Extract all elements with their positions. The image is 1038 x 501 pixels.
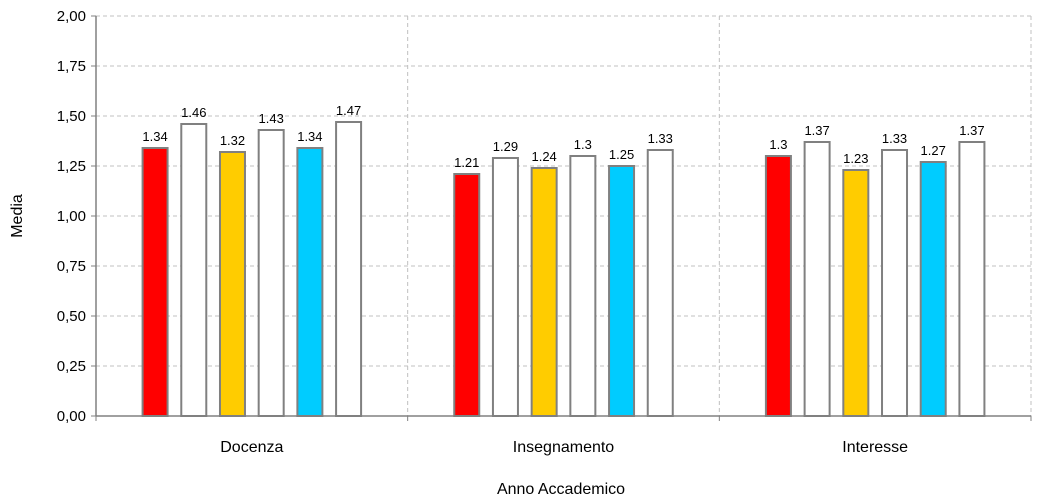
bar [842, 169, 870, 417]
data-label: 1.33 [882, 131, 907, 146]
data-label: 1.37 [959, 123, 984, 138]
y-tick-label: 1,75 [57, 58, 86, 75]
bar [296, 147, 324, 417]
data-label: 1.21 [454, 155, 479, 170]
bar [257, 129, 285, 417]
bar [646, 149, 674, 417]
y-tick-label: 0,00 [57, 408, 86, 425]
data-label: 1.37 [804, 123, 829, 138]
bar [764, 155, 792, 417]
bar [335, 121, 363, 417]
labels-layer: 0,00 0,25 0,50 0,75 1,00 1,25 1,50 1,75 2,00 1.34… [57, 8, 985, 456]
y-tick-label: 0,25 [57, 358, 86, 375]
bar [608, 165, 636, 417]
bar [958, 141, 986, 417]
y-tick-label: 1,25 [57, 158, 86, 175]
bar [919, 161, 947, 417]
bars-layer [141, 121, 986, 417]
grid-layer [96, 15, 1032, 416]
data-label: 1.27 [921, 143, 946, 158]
y-tick-label: 2,00 [57, 8, 86, 25]
x-category-label: Interesse [842, 439, 908, 456]
bar [803, 141, 831, 417]
data-label: 1.29 [493, 139, 518, 154]
data-label: 1.23 [843, 151, 868, 166]
x-axis-title: Anno Accademico [497, 481, 625, 498]
data-label: 1.25 [609, 147, 634, 162]
bar [491, 157, 519, 417]
data-label: 1.33 [648, 131, 673, 146]
bar [569, 155, 597, 417]
x-category-label: Docenza [220, 439, 283, 456]
axes-layer [91, 15, 1032, 421]
data-label: 1.47 [336, 103, 361, 118]
data-label: 1.3 [574, 137, 592, 152]
bar [180, 123, 208, 417]
data-label: 1.24 [531, 149, 556, 164]
y-tick-label: 1,00 [57, 208, 86, 225]
y-axis-title: Media [9, 194, 26, 238]
data-label: 1.46 [181, 105, 206, 120]
data-label: 1.34 [297, 129, 322, 144]
bar [881, 149, 909, 417]
x-category-label: Insegnamento [513, 439, 615, 456]
data-label: 1.3 [769, 137, 787, 152]
bar [453, 173, 481, 417]
y-tick-label: 0,50 [57, 308, 86, 325]
data-label: 1.34 [142, 129, 167, 144]
y-tick-label: 1,50 [57, 108, 86, 125]
bar [530, 167, 558, 417]
data-label: 1.43 [259, 111, 284, 126]
y-tick-label: 0,75 [57, 258, 86, 275]
data-label: 1.32 [220, 133, 245, 148]
bar [141, 147, 169, 417]
bar [218, 151, 246, 417]
